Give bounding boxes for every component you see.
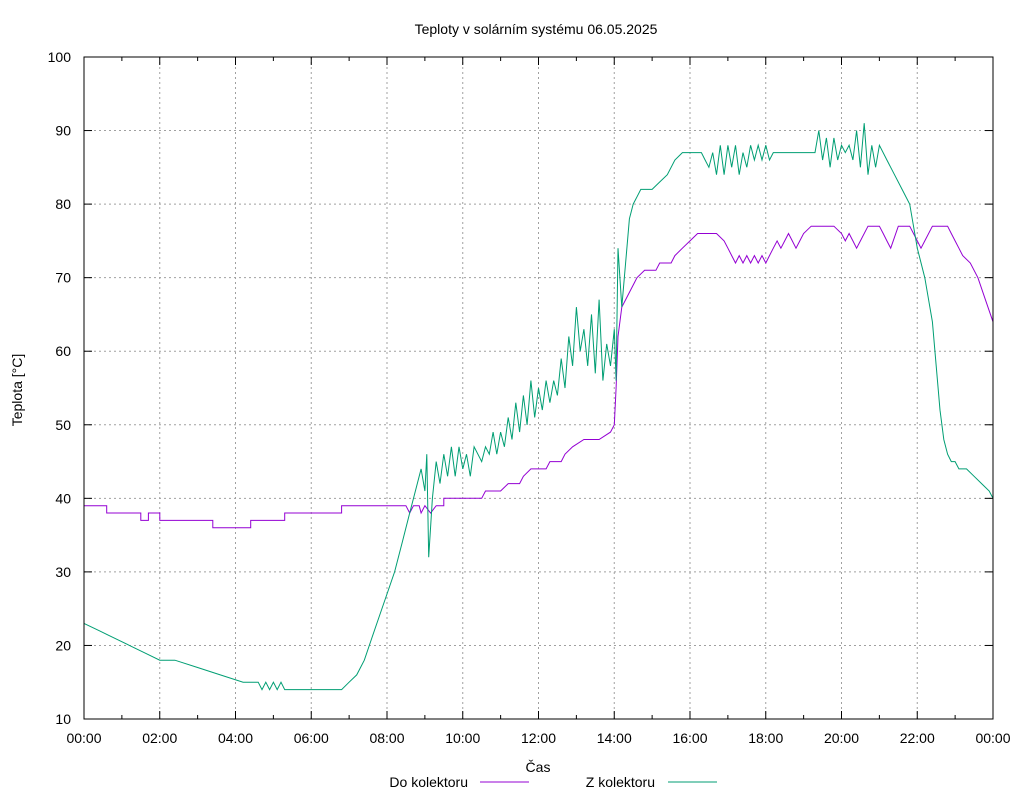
y-tick-label: 40 xyxy=(55,490,71,506)
x-tick-label: 20:00 xyxy=(824,730,859,746)
x-axis-label: Čas xyxy=(526,759,551,775)
legend-label-z-kolektoru: Z kolektoru xyxy=(586,774,655,790)
x-tick-label: 06:00 xyxy=(294,730,329,746)
y-tick-label: 90 xyxy=(55,123,71,139)
x-tick-label: 14:00 xyxy=(597,730,632,746)
x-tick-label: 00:00 xyxy=(66,730,101,746)
series-layer xyxy=(83,123,994,691)
series-line-do-kolektoru xyxy=(84,225,994,529)
x-tick-label: 16:00 xyxy=(672,730,707,746)
y-tick-label: 100 xyxy=(48,49,72,65)
x-tick-label: 08:00 xyxy=(369,730,404,746)
x-tick-label: 10:00 xyxy=(445,730,480,746)
y-tick-label: 60 xyxy=(55,343,71,359)
x-tick-label: 12:00 xyxy=(521,730,556,746)
x-axis: 00:00 02:00 04:00 06:00 08:00 10:00 12:00 14:00… xyxy=(66,57,1011,746)
legend: Do kolektoru Z kolektoru xyxy=(389,774,717,790)
y-axis: 10 20 30 40 50 60 70 80 90 100 xyxy=(48,49,993,727)
y-tick-label: 30 xyxy=(55,564,71,580)
x-tick-label: 22:00 xyxy=(900,730,935,746)
grid-lines xyxy=(84,57,993,719)
series-line-z-kolektoru xyxy=(83,123,994,691)
chart-title: Teploty v solárním systému 06.05.2025 xyxy=(415,21,658,37)
y-tick-label: 80 xyxy=(55,196,71,212)
y-tick-label: 70 xyxy=(55,270,71,286)
legend-label-do-kolektoru: Do kolektoru xyxy=(389,774,468,790)
y-tick-label: 50 xyxy=(55,417,71,433)
y-axis-label: Teplota [°C] xyxy=(9,354,25,427)
y-tick-label: 20 xyxy=(55,637,71,653)
x-tick-label: 02:00 xyxy=(142,730,177,746)
y-tick-label: 10 xyxy=(55,711,71,727)
x-tick-label: 00:00 xyxy=(975,730,1010,746)
x-tick-label: 04:00 xyxy=(218,730,253,746)
x-tick-label: 18:00 xyxy=(748,730,783,746)
